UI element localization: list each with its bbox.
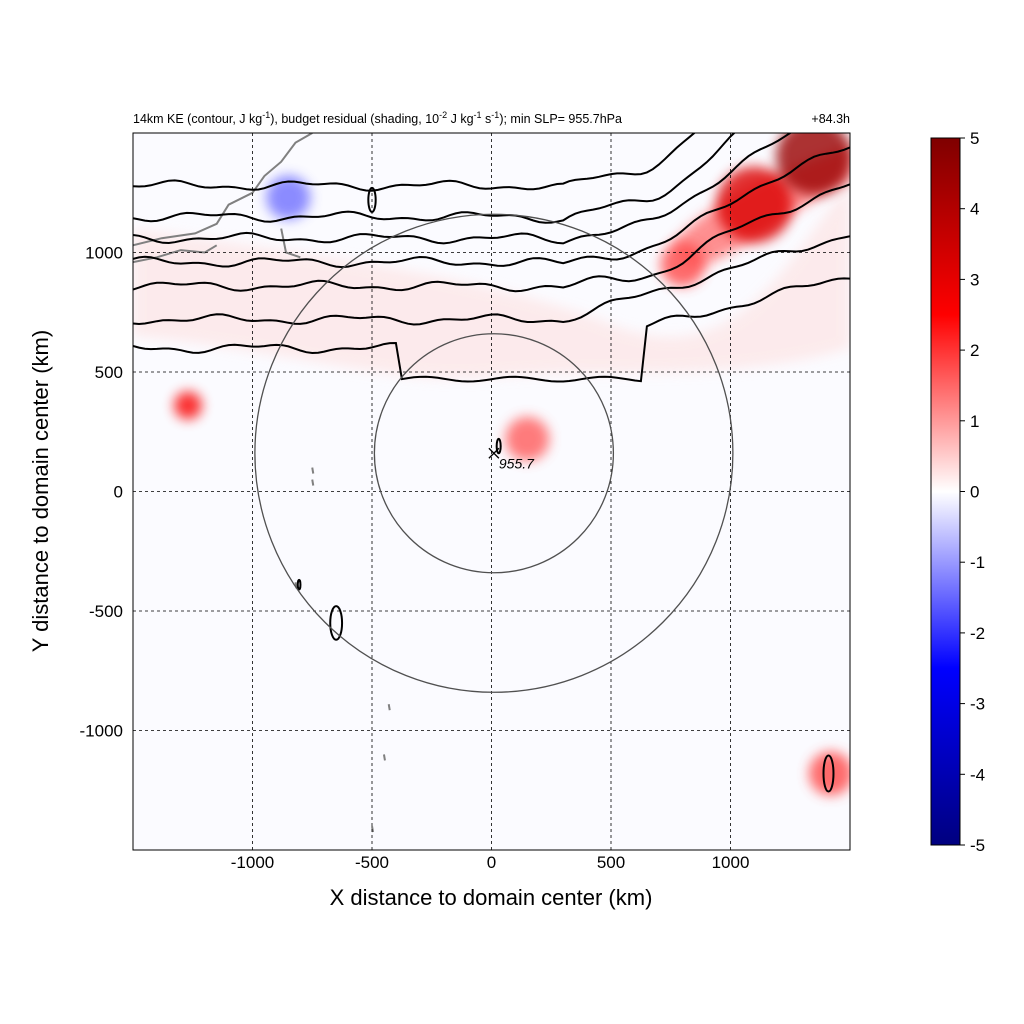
range-ring [373, 333, 615, 574]
ke-contour-loop [367, 186, 377, 213]
colorbar-tick-label: 5 [970, 129, 979, 148]
x-tick-label: -500 [355, 853, 389, 872]
jet-shading-band [133, 180, 850, 379]
ke-contour-line [133, 133, 696, 192]
min-slp-label: 955.7 [499, 455, 535, 471]
colorbar-tick-label: -4 [970, 765, 985, 784]
range-ring [254, 213, 734, 693]
colorbar-ticks: 5 4 3 2 1 0 -1 -2 -3 -4 -5 [960, 129, 985, 855]
y-tick-label: -500 [89, 602, 123, 621]
island [371, 825, 374, 833]
ke-contour-line [133, 146, 850, 269]
plot-area: 955.7 [133, 133, 850, 850]
x-axis-label: X distance to domain center (km) [330, 885, 653, 910]
ke-contour-loop [329, 605, 344, 641]
colorbar-tick-label: -2 [970, 624, 985, 643]
ke-contour-line [133, 133, 736, 224]
shading-feature [716, 166, 793, 243]
shading-layer [133, 133, 850, 796]
x-tick-label: 1000 [712, 853, 750, 872]
ke-contour-line [133, 277, 850, 383]
y-tick-label: 1000 [85, 244, 123, 263]
x-tick-label: 0 [487, 853, 496, 872]
colorbar-tick-label: 0 [970, 483, 979, 502]
shading-feature [776, 133, 850, 195]
shading-feature [266, 175, 311, 220]
x-tick-label: 500 [597, 853, 625, 872]
shading-feature [505, 416, 550, 461]
y-tick-label: 500 [95, 363, 123, 382]
ke-contour-line [133, 235, 850, 326]
colorbar-tick-label: 3 [970, 270, 979, 289]
island [311, 479, 315, 486]
colorbar-tick-label: -1 [970, 553, 985, 572]
coastline [133, 244, 218, 264]
colorbar [930, 137, 961, 846]
x-tick-labels: -1000 -500 0 500 1000 [231, 853, 750, 872]
colorbar-tick-label: 4 [970, 200, 979, 219]
plot-title: 14km KE (contour, J kg-1), budget residu… [133, 110, 622, 126]
colorbar-tick-label: 2 [970, 341, 979, 360]
y-axis-label: Y distance to domain center (km) [28, 330, 53, 652]
range-rings [254, 213, 734, 693]
ke-contour-line [133, 133, 793, 245]
colorbar-tick-label: -5 [970, 836, 985, 855]
shading-feature [173, 391, 202, 420]
coastline [133, 133, 313, 247]
plot-frame [132, 132, 851, 851]
island [382, 754, 386, 761]
ke-contour-loop [822, 754, 835, 793]
time-label: +84.3h [811, 112, 850, 126]
storm-center: 955.7 [488, 447, 535, 471]
center-x-marker [488, 447, 500, 459]
colorbar-tick-label: -3 [970, 695, 985, 714]
ke-contour-loop [296, 578, 302, 591]
y-tick-label: 0 [114, 483, 123, 502]
ke-contour-loop [495, 437, 502, 455]
ke-contour-line [133, 183, 850, 293]
x-tick-label: -1000 [231, 853, 274, 872]
island [387, 704, 391, 711]
island [311, 467, 315, 474]
colorbar-tick-label: 1 [970, 412, 979, 431]
shading-feature [808, 751, 850, 796]
ke-contours [133, 133, 850, 793]
y-tick-labels: -1000 -500 0 500 1000 [80, 244, 123, 741]
y-tick-label: -1000 [80, 722, 123, 741]
